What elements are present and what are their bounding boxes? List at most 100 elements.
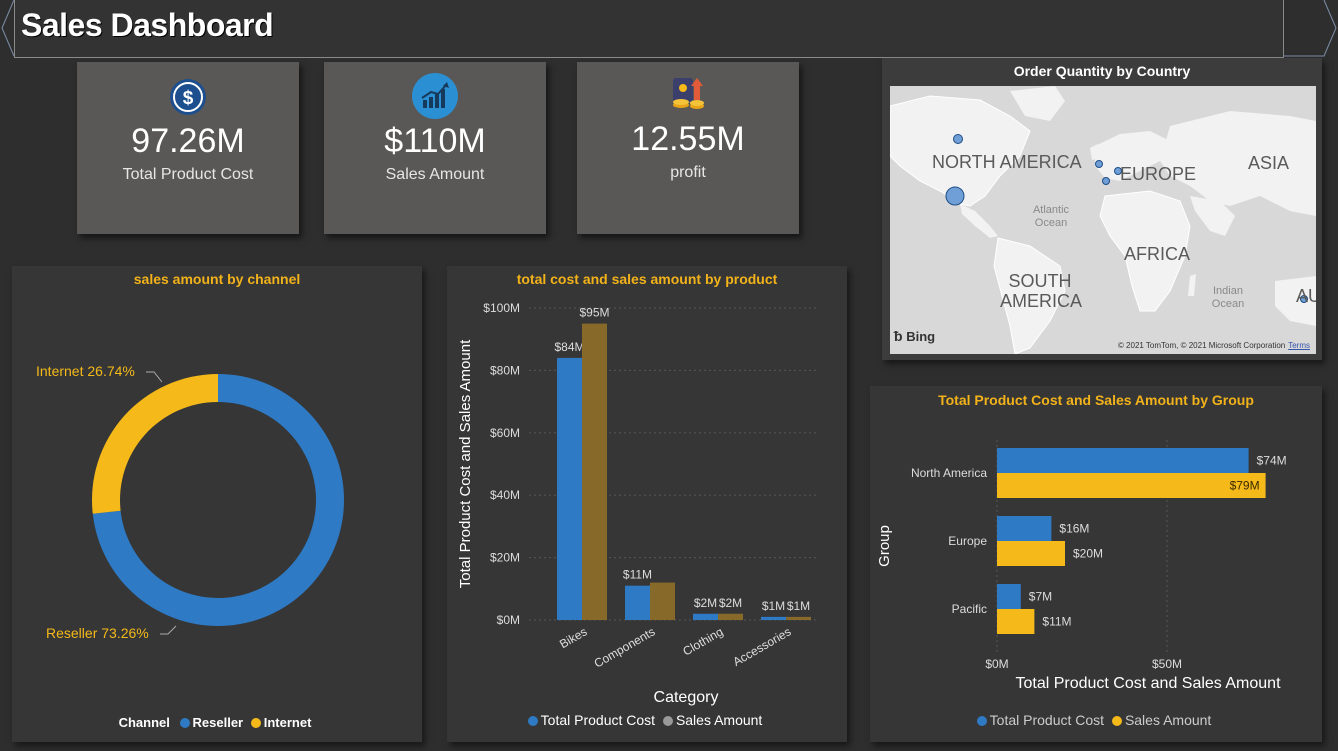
y-tick-label: $100M [483, 301, 520, 315]
bar-data-label: $11M [623, 568, 652, 582]
bar-bikes-0[interactable] [557, 357, 582, 620]
legend-item-internet[interactable]: Internet [250, 715, 311, 730]
title-bar: Sales Dashboard [14, 0, 1284, 58]
bar-data-label: $84M [554, 340, 584, 354]
legend-item-sales-amount[interactable]: Sales Amount [662, 712, 762, 728]
title-right-deco [1284, 0, 1337, 57]
bar-data-label: $7M [1029, 590, 1052, 604]
y-tick-label: $0M [497, 613, 520, 627]
page-title: Sales Dashboard [21, 7, 274, 43]
map-label-indian-ocean: Indian Ocean [1211, 285, 1245, 310]
dollar-icon: $ [170, 79, 206, 115]
hbar-europe-0[interactable] [997, 516, 1052, 541]
kpi-label: Total Product Cost [122, 166, 254, 183]
chart-title: Total Product Cost and Sales Amount by G… [938, 392, 1254, 408]
kpi-value: 97.26M [131, 122, 245, 160]
bar-data-label: $79M [1230, 479, 1260, 493]
kpi-card-sales-amount[interactable]: $110M Sales Amount [324, 62, 546, 234]
panel-cost-sales-by-group[interactable]: Total Product Cost and Sales Amount by G… [870, 386, 1322, 742]
bar-data-label: $1M [787, 599, 810, 613]
bar-bikes-1[interactable] [582, 323, 607, 620]
hbar-pacific-1[interactable] [997, 609, 1035, 634]
bing-icon: ᵬ [894, 328, 903, 344]
bing-logo: ᵬ Bing [894, 328, 936, 344]
column-legend: Total Product Cost Sales Amount [447, 712, 847, 728]
y-tick-label: $60M [490, 426, 520, 440]
profit-coins-icon [673, 78, 704, 109]
legend-item-total-product-cost[interactable]: Total Product Cost [527, 712, 655, 728]
y-tick-label: Europe [948, 534, 987, 548]
hbar-north-america-1[interactable] [997, 473, 1266, 498]
panel-cost-sales-by-product[interactable]: total cost and sales amount by product $… [447, 266, 847, 742]
donut-legend: Channel Reseller Internet [12, 715, 422, 730]
y-tick-label: $20M [490, 551, 520, 565]
kpi-card-profit[interactable]: 12.55M profit [577, 62, 799, 234]
horizontal-bar-chart: $0M $50M Total Product Cost and Sales Amou… [876, 440, 1287, 692]
bar-data-label: $2M [719, 596, 742, 610]
map-label-south-america: SOUTH AMERICA [1000, 271, 1083, 311]
x-tick-label: Bikes [557, 624, 589, 651]
map-label-atlantic-ocean: Atlantic Ocean [1032, 204, 1070, 229]
map-copyright: © 2021 TomTom, © 2021 Microsoft Corporat… [1117, 341, 1310, 350]
map-terms-link[interactable]: Terms [1288, 341, 1310, 350]
bar-clothing-0[interactable] [693, 613, 718, 620]
y-axis-label: Group [876, 525, 893, 567]
bar-data-label: $11M [1042, 615, 1071, 629]
x-tick-label: Components [592, 624, 658, 670]
donut-slice-internet[interactable] [92, 374, 218, 514]
kpi-label: profit [670, 164, 706, 181]
hbar-pacific-0[interactable] [997, 584, 1021, 609]
x-tick-label: Accessories [730, 624, 793, 668]
map-label-australia: AU [1296, 286, 1316, 306]
panel-sales-by-channel[interactable]: sales amount by channel Internet 26.74% R… [12, 266, 422, 742]
world-map[interactable]: NORTH AMERICA EUROPE ASIA AFRICA SOUTH A… [890, 86, 1316, 354]
data-label-reseller: Reseller 73.26% [46, 625, 149, 641]
data-label-leader [146, 371, 163, 383]
x-axis-label: Category [654, 689, 719, 706]
map-label-asia: ASIA [1248, 153, 1290, 173]
x-tick-label: $50M [1152, 657, 1182, 671]
map-label-north-america: NORTH AMERICA [932, 152, 1082, 172]
bar-data-label: $74M [1257, 454, 1287, 468]
bar-data-label: $95M [579, 306, 609, 320]
y-tick-label: Pacific [952, 602, 987, 616]
map-label-europe: EUROPE [1120, 164, 1197, 184]
legend-item-sales-amount[interactable]: Sales Amount [1111, 712, 1211, 728]
map-title: Order Quantity by Country [1013, 63, 1191, 79]
bar-components-0[interactable] [625, 585, 650, 620]
bar-components-1[interactable] [650, 582, 675, 620]
hbar-north-america-0[interactable] [997, 448, 1249, 473]
bar-data-label: $20M [1073, 547, 1103, 561]
donut-chart: Internet 26.74% Reseller 73.26% [36, 363, 344, 641]
legend-title: Channel [118, 715, 170, 730]
bar-clothing-1[interactable] [718, 613, 743, 620]
world-map-land [890, 86, 1316, 354]
kpi-label: Sales Amount [385, 166, 485, 183]
bar-accessories-1[interactable] [786, 616, 811, 620]
kpi-value: 12.55M [631, 120, 745, 158]
chart-title: sales amount by channel [133, 271, 301, 287]
bar-data-label: $1M [762, 599, 785, 613]
chart-title: total cost and sales amount by product [516, 271, 778, 287]
title-left-deco [1, 0, 14, 57]
hbar-europe-1[interactable] [997, 541, 1065, 566]
kpi-card-total-product-cost[interactable]: $ 97.26M Total Product Cost [77, 62, 299, 234]
growth-chart-icon [412, 73, 458, 119]
kpi-value: $110M [384, 122, 486, 160]
column-chart: $0M $20M $40M $60M $80M $100M Total Product Co… [457, 301, 817, 706]
bar-data-label: $2M [694, 596, 717, 610]
data-label-leader [160, 625, 177, 635]
y-axis-label: Total Product Cost and Sales Amount [457, 339, 474, 588]
y-tick-label: $40M [490, 488, 520, 502]
x-tick-label: Clothing [680, 624, 725, 658]
y-tick-label: $80M [490, 363, 520, 377]
legend-item-reseller[interactable]: Reseller [179, 715, 243, 730]
hbar-legend: Total Product Cost Sales Amount [870, 712, 1322, 728]
legend-item-total-product-cost[interactable]: Total Product Cost [976, 712, 1104, 728]
map-panel-order-quantity[interactable]: Order Quantity by Country [882, 58, 1322, 360]
data-label-internet: Internet 26.74% [36, 363, 135, 379]
bar-accessories-0[interactable] [761, 616, 786, 620]
y-tick-label: North America [911, 466, 987, 480]
x-axis-label: Total Product Cost and Sales Amount [1015, 675, 1281, 692]
